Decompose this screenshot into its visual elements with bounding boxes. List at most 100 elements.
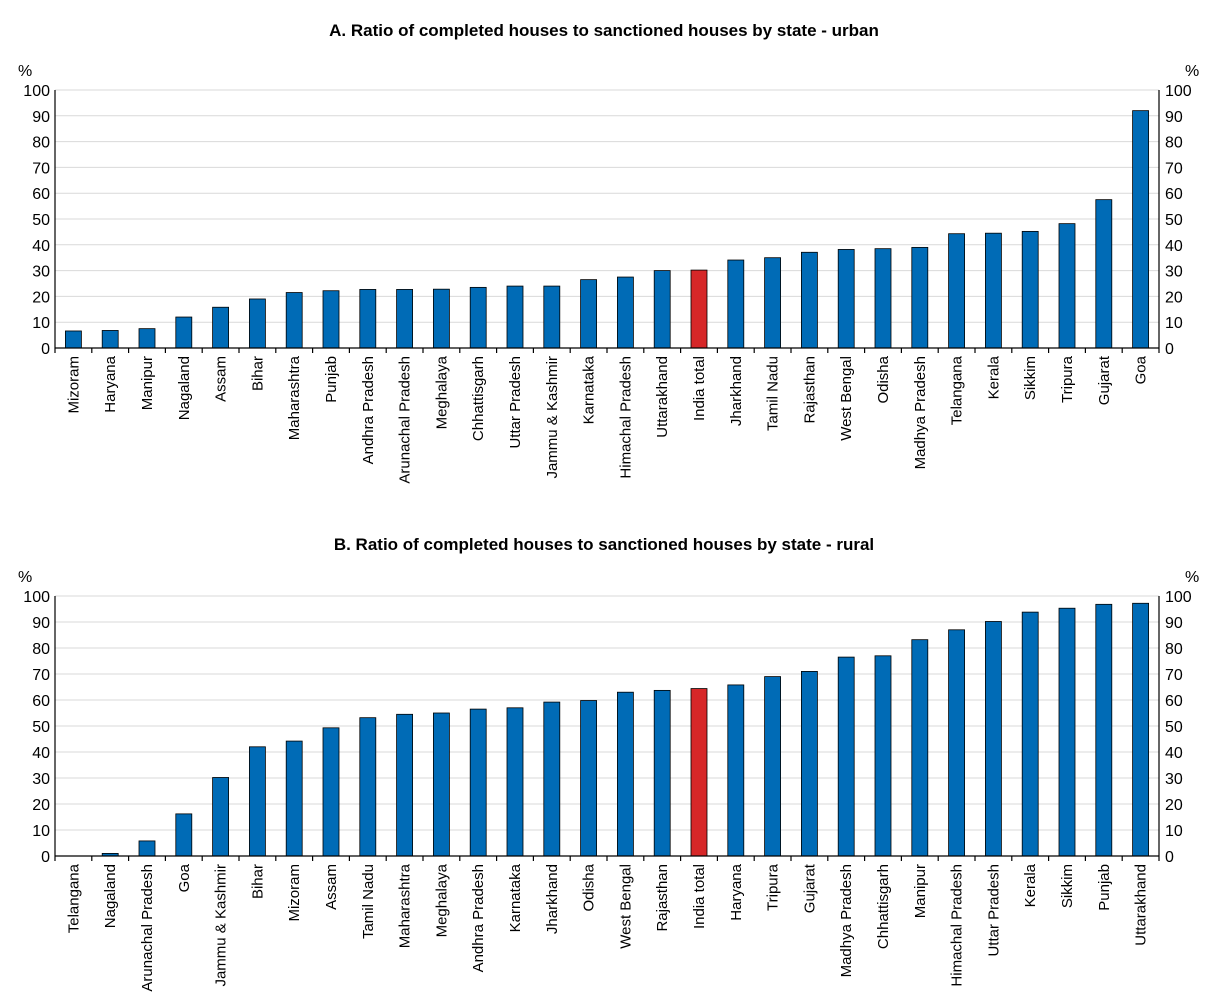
bar: [1058, 223, 1076, 349]
bar: [175, 813, 193, 857]
bar: [985, 621, 1002, 857]
bar: [580, 279, 597, 349]
x-category-label: Meghalaya: [433, 355, 450, 429]
y-tick-label-left: 90: [32, 615, 50, 632]
x-category-label: Bihar: [249, 864, 266, 899]
bar: [359, 289, 377, 349]
bar: [396, 289, 414, 349]
y-tick-label-right: 50: [1165, 212, 1183, 229]
chart-title: B. Ratio of completed houses to sanction…: [334, 535, 874, 554]
y-tick-label-right: 60: [1165, 186, 1183, 203]
bar: [212, 306, 230, 349]
y-tick-label-right: 30: [1165, 264, 1183, 281]
x-category-label: Rajasthan: [654, 864, 671, 932]
bar: [1132, 602, 1149, 857]
bar: [1095, 199, 1113, 349]
x-category-label: Tripura: [1059, 355, 1076, 403]
bar: [432, 712, 450, 857]
bar: [506, 285, 524, 349]
bar: [506, 707, 524, 857]
bar: [175, 316, 193, 349]
y-tick-label-left: 100: [23, 83, 50, 100]
bar: [543, 285, 561, 349]
y-tick-label-left: 30: [32, 771, 50, 788]
x-category-label: Arunachal Pradesh: [397, 356, 414, 484]
y-tick-label-left: 40: [32, 745, 50, 762]
x-category-label: Kerala: [1022, 863, 1039, 907]
x-category-label: Chhattisgarh: [470, 356, 487, 441]
x-category-label: Gujarat: [1096, 355, 1113, 405]
x-category-label: Uttar Pradesh: [507, 356, 524, 449]
x-category-label: Telangana: [949, 355, 966, 425]
bar: [1058, 607, 1076, 857]
bar: [727, 259, 745, 349]
y-tick-label-left: 80: [32, 135, 50, 152]
y-tick-label-left: 80: [32, 641, 50, 658]
y-tick-label-right: 10: [1165, 315, 1183, 332]
bar: [248, 746, 266, 857]
x-category-label: Punjab: [1096, 864, 1113, 911]
y-tick-label-right: 40: [1165, 745, 1183, 762]
y-tick-label-right: 20: [1165, 289, 1183, 306]
y-axis-label-left: %: [18, 569, 32, 586]
x-category-label: Tamil Nadu: [360, 864, 377, 939]
bar: [985, 232, 1002, 349]
panel-rural: B. Ratio of completed houses to sanction…: [18, 535, 1199, 992]
y-axis-label-right: %: [1185, 569, 1199, 586]
x-category-label: Haryana: [728, 863, 745, 920]
y-tick-label-left: 0: [41, 849, 50, 866]
x-category-label: Maharashtra: [286, 355, 303, 440]
x-category-label: Kerala: [985, 355, 1002, 399]
bar-highlight: [690, 688, 708, 857]
bar: [911, 246, 929, 349]
x-category-label: Sikkim: [1059, 864, 1076, 908]
bar: [764, 257, 781, 349]
y-tick-label-right: 0: [1165, 341, 1174, 358]
bar: [285, 740, 303, 857]
bar: [1132, 110, 1149, 349]
x-category-label: Haryana: [102, 355, 119, 412]
y-axis-label-left: %: [18, 63, 32, 80]
y-tick-label-left: 50: [32, 719, 50, 736]
y-tick-label-right: 50: [1165, 719, 1183, 736]
y-tick-label-left: 20: [32, 797, 50, 814]
x-category-label: Himachal Pradesh: [949, 864, 966, 987]
bar: [248, 298, 266, 349]
x-category-label: Odisha: [875, 355, 892, 403]
x-category-label: Jammu & Kashmir: [544, 356, 561, 479]
bar: [801, 671, 818, 857]
bar: [874, 655, 892, 857]
x-category-label: Telangana: [65, 863, 82, 933]
x-category-label: Karnataka: [581, 355, 598, 424]
y-tick-label-left: 20: [32, 289, 50, 306]
bar: [432, 288, 450, 349]
y-tick-label-left: 60: [32, 693, 50, 710]
x-category-label: Jharkhand: [544, 864, 561, 934]
bar: [653, 689, 671, 857]
bar: [948, 629, 965, 857]
x-category-label: Meghalaya: [433, 863, 450, 937]
y-tick-label-left: 70: [32, 160, 50, 177]
bar: [322, 727, 340, 857]
x-category-label: Nagaland: [176, 356, 193, 420]
y-tick-label-right: 100: [1165, 83, 1192, 100]
bar: [65, 330, 82, 349]
y-tick-label-left: 10: [32, 315, 50, 332]
x-category-label: Odisha: [581, 863, 598, 911]
y-tick-label-right: 0: [1165, 849, 1174, 866]
x-category-label: Gujarat: [801, 863, 818, 913]
bar: [138, 840, 156, 857]
y-tick-label-left: 70: [32, 667, 50, 684]
x-category-label: Nagaland: [102, 864, 119, 928]
x-category-label: Jammu & Kashmir: [213, 864, 230, 987]
x-category-label: Madhya Pradesh: [838, 864, 855, 977]
x-category-label: West Bengal: [617, 864, 634, 949]
x-category-label: Karnataka: [507, 863, 524, 932]
x-category-label: Andhra Pradesh: [470, 864, 487, 972]
bar: [948, 233, 965, 349]
x-category-label: Manipur: [912, 864, 929, 918]
bar: [874, 248, 892, 349]
y-tick-label-left: 10: [32, 823, 50, 840]
x-category-label: Arunachal Pradesh: [139, 864, 156, 992]
x-category-label: Uttar Pradesh: [985, 864, 1002, 957]
